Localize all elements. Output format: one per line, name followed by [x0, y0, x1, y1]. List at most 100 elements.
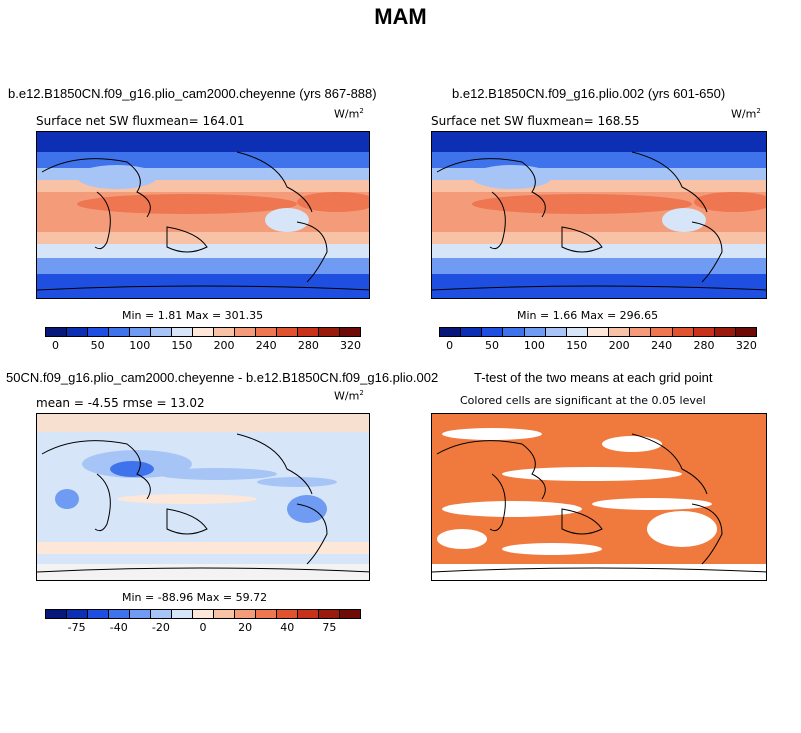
- colorbar-swatch: [214, 328, 235, 336]
- colorbar-swatch: [277, 610, 298, 618]
- colorbar-swatch: [714, 328, 736, 336]
- minmax-tr: Min = 1.66 Max = 296.65: [517, 309, 659, 322]
- colorbar-swatch: [172, 610, 193, 618]
- colorbar-swatch: [735, 328, 757, 336]
- colorbar-tick-label: 150: [171, 339, 193, 352]
- subtitle-label: Surface net SW flux: [36, 114, 155, 128]
- colorbar-tick-label: 0: [446, 339, 454, 352]
- colorbar-swatch: [340, 328, 360, 336]
- colorbar-tick-label: 150: [566, 339, 588, 352]
- colorbar-tick-label: 20: [238, 621, 253, 634]
- colorbar-swatch: [482, 328, 504, 336]
- colorbar-swatch: [256, 328, 277, 336]
- colorbar-swatch: [651, 328, 673, 336]
- colorbar-swatch: [566, 328, 588, 336]
- units-exponent: 2: [756, 107, 761, 115]
- colorbar-tick-label: 200: [213, 339, 235, 352]
- units-label-bl: W/m2: [334, 389, 364, 403]
- colorbar-swatch: [256, 610, 277, 618]
- map-panel-br: [431, 413, 767, 581]
- colorbar-swatch: [235, 328, 256, 336]
- panel-subtitle-tl: Surface net SW fluxmean= 164.01: [36, 114, 245, 128]
- colorbar-swatch: [67, 328, 88, 336]
- panel-title-br: T-test of the two means at each grid poi…: [474, 370, 713, 385]
- colorbar-swatch: [193, 610, 214, 618]
- panel-subtitle-br: Colored cells are significant at the 0.0…: [460, 394, 706, 407]
- colorbar-swatch: [524, 328, 546, 336]
- colorbar-swatch: [587, 328, 610, 336]
- sw-flux-map-model-a: [37, 132, 369, 298]
- colorbar-tick-label: 50: [485, 339, 499, 352]
- colorbar-tick-label: 240: [255, 339, 277, 352]
- colorbar-swatch: [109, 328, 130, 336]
- minmax-bl: Min = -88.96 Max = 59.72: [122, 591, 268, 604]
- colorbar-swatch: [440, 328, 462, 336]
- units-text: W/m: [334, 107, 360, 121]
- units-exponent: 2: [359, 389, 364, 397]
- minmax-tl: Min = 1.81 Max = 301.35: [122, 309, 264, 322]
- colorbar-tick-label: 320: [339, 339, 361, 352]
- colorbar-swatch: [235, 610, 256, 618]
- colorbar-tick-label: -75: [67, 621, 86, 634]
- colorbar-swatch: [130, 610, 151, 618]
- panel-subtitle-bl: mean = -4.55 rmse = 13.02: [36, 396, 205, 410]
- colorbar-swatch: [130, 328, 151, 336]
- colorbar-swatch: [88, 610, 109, 618]
- mean-value: mean= 168.55: [549, 114, 640, 128]
- units-label-tr: W/m2: [731, 107, 761, 121]
- colorbar-tl: [45, 327, 361, 337]
- map-panel-tr: [431, 131, 767, 299]
- colorbar-swatch: [672, 328, 694, 336]
- colorbar-swatch: [214, 610, 235, 618]
- colorbar-tick-label: -20: [151, 621, 170, 634]
- colorbar-swatch: [193, 328, 214, 336]
- colorbar-tick-label: 100: [129, 339, 151, 352]
- colorbar-swatch: [693, 328, 715, 336]
- colorbar-ticks-tr: 0 50 100 150 200 240 280 320: [439, 337, 757, 352]
- colorbar-tick-label: 320: [735, 339, 757, 352]
- colorbar-swatch: [609, 328, 631, 336]
- colorbar-tick-label: 40: [280, 621, 295, 634]
- colorbar-tick-label: 75: [322, 621, 337, 634]
- colorbar-tr: [439, 327, 757, 337]
- colorbar-swatch: [340, 610, 360, 618]
- colorbar-tick-label: 0: [199, 621, 207, 634]
- units-exponent: 2: [359, 107, 364, 115]
- sw-flux-difference-map: [37, 414, 369, 580]
- colorbar-swatch: [319, 328, 340, 336]
- ttest-significance-map: [432, 414, 766, 580]
- colorbar-bl: [45, 609, 361, 619]
- colorbar-swatch: [151, 610, 172, 618]
- colorbar-swatch: [503, 328, 525, 336]
- panel-title-bl: 50CN.f09_g16.plio_cam2000.cheyenne - b.e…: [6, 370, 439, 385]
- colorbar-swatch: [277, 328, 298, 336]
- colorbar-tick-label: -40: [109, 621, 128, 634]
- colorbar-swatch: [67, 610, 88, 618]
- colorbar-swatch: [151, 328, 172, 336]
- colorbar-swatch: [298, 328, 319, 336]
- colorbar-tick-label: 240: [651, 339, 673, 352]
- subtitle-label: Surface net SW flux: [431, 114, 550, 128]
- colorbar-swatch: [319, 610, 340, 618]
- colorbar-swatch: [46, 610, 67, 618]
- panel-subtitle-tr: Surface net SW fluxmean= 168.55: [431, 114, 640, 128]
- figure-title: MAM: [374, 4, 427, 29]
- colorbar-ticks-bl: -75 -40 -20 0 20 40 75: [45, 619, 361, 634]
- units-text: W/m: [334, 389, 360, 403]
- panel-title-tl: b.e12.B1850CN.f09_g16.plio_cam2000.cheye…: [8, 86, 377, 101]
- colorbar-swatch: [545, 328, 567, 336]
- map-panel-bl: [36, 413, 370, 581]
- mean-value: mean= 164.01: [154, 114, 245, 128]
- colorbar-tick-label: 50: [90, 339, 105, 352]
- colorbar-tick-label: 280: [297, 339, 319, 352]
- map-panel-tl: [36, 131, 370, 299]
- colorbar-swatch: [630, 328, 652, 336]
- colorbar-swatch: [109, 610, 130, 618]
- colorbar-swatch: [298, 610, 319, 618]
- colorbar-tick-label: 280: [693, 339, 715, 352]
- colorbar-swatch: [46, 328, 67, 336]
- sw-flux-map-model-b: [432, 132, 766, 298]
- units-text: W/m: [731, 107, 757, 121]
- colorbar-swatch: [88, 328, 109, 336]
- colorbar-tick-label: 100: [523, 339, 545, 352]
